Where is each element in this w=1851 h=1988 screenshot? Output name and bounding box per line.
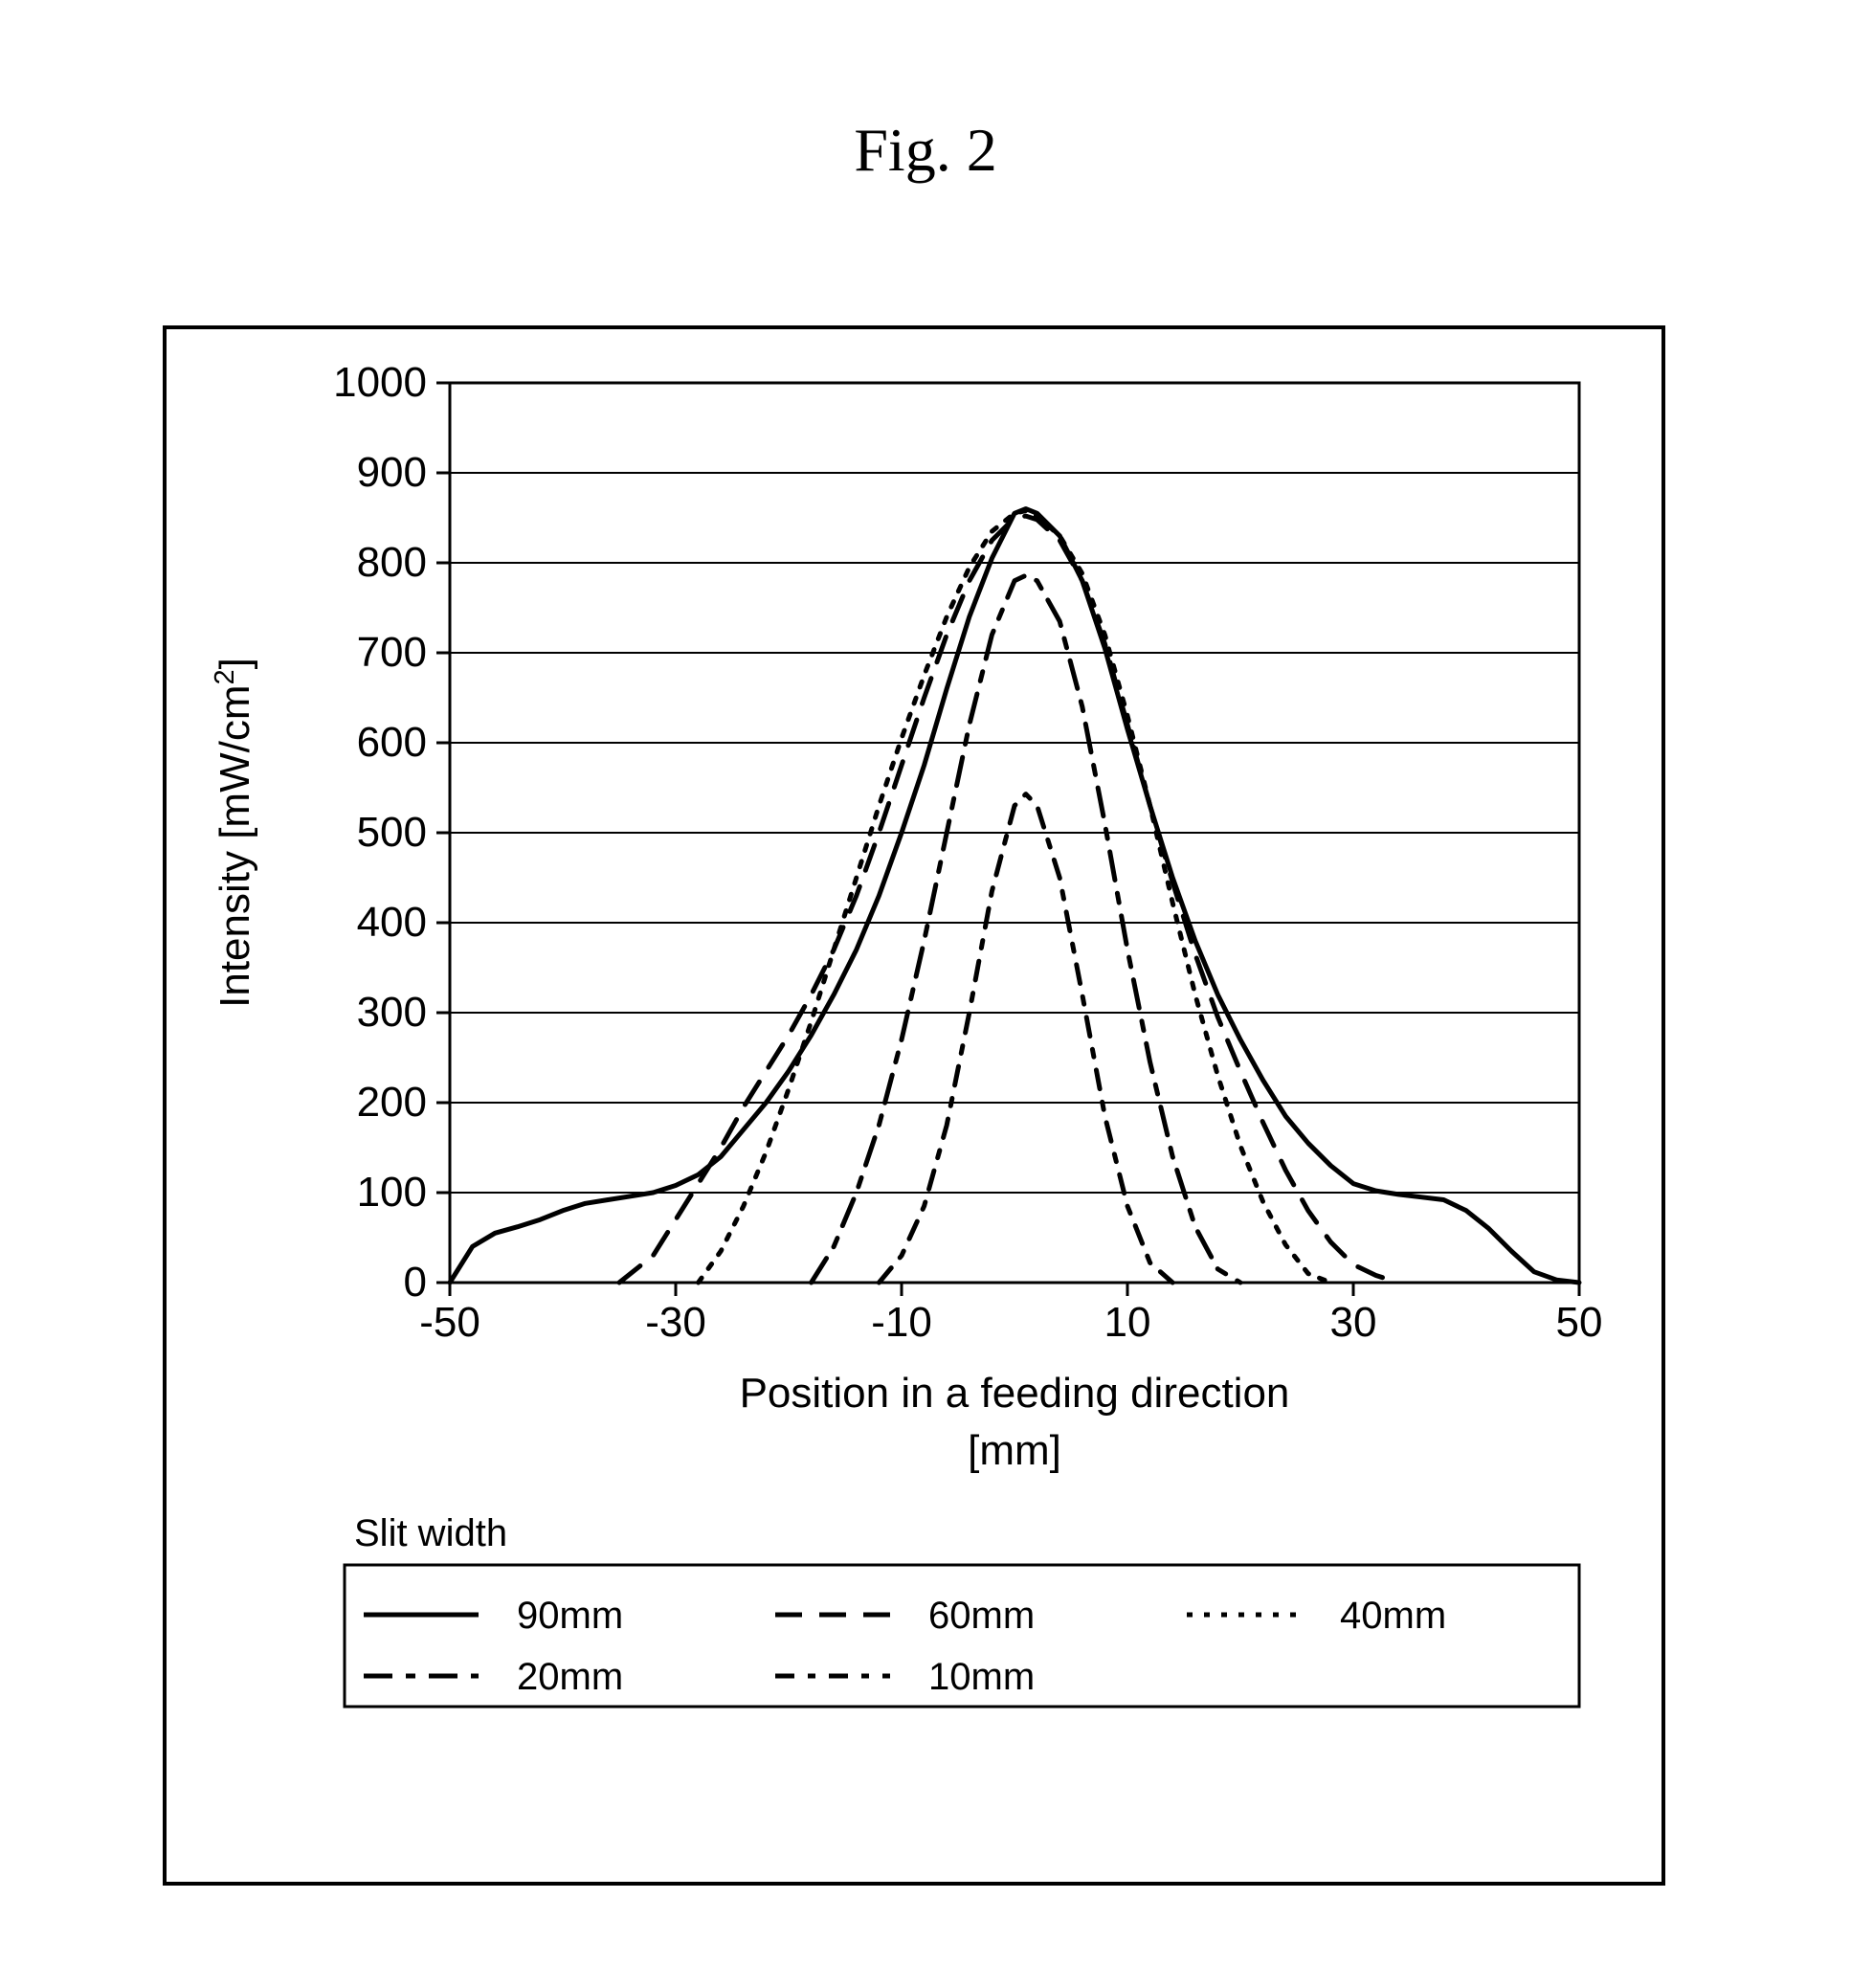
legend-label-s40: 40mm: [1340, 1595, 1446, 1637]
y-tick-label: 700: [357, 629, 427, 676]
chart-svg: 01002003004005006007008009001000 -50-30-…: [163, 325, 1665, 1886]
y-tick-label: 200: [357, 1079, 427, 1126]
series-line-s40: [699, 511, 1331, 1284]
x-axis-label: Position in a feeding direction: [740, 1370, 1290, 1417]
y-tick-label: 300: [357, 989, 427, 1036]
legend-label-s20: 20mm: [517, 1656, 623, 1698]
x-axis-label-unit: [mm]: [968, 1427, 1061, 1474]
y-axis-label: Intensity [mW/cm2]: [210, 658, 258, 1008]
y-tick-label: 800: [357, 539, 427, 586]
legend-title: Slit width: [354, 1512, 507, 1554]
series-line-s10: [879, 794, 1172, 1283]
x-tick-label: 50: [1556, 1299, 1603, 1346]
y-tick-label: 900: [357, 449, 427, 496]
legend-label-s60: 60mm: [928, 1595, 1035, 1637]
series-line-s60: [619, 516, 1398, 1283]
x-tick-label: 30: [1330, 1299, 1377, 1346]
y-tick-label: 100: [357, 1169, 427, 1216]
legend-label-s10: 10mm: [928, 1656, 1035, 1698]
x-tick-label: -10: [871, 1299, 932, 1346]
y-tick-label: 1000: [333, 359, 427, 406]
series-line-s20: [812, 575, 1240, 1283]
page-root: Fig. 2 01002003004005006007008009001000 …: [0, 0, 1851, 1988]
y-tick-label: 500: [357, 809, 427, 856]
y-tick-label: 400: [357, 899, 427, 946]
legend-label-s90: 90mm: [517, 1595, 623, 1637]
x-tick-label: -50: [419, 1299, 480, 1346]
x-tick-label: 10: [1104, 1299, 1151, 1346]
y-tick-label: 600: [357, 719, 427, 766]
series-line-s90: [450, 509, 1579, 1283]
figure-caption: Fig. 2: [0, 115, 1851, 186]
x-tick-label: -30: [645, 1299, 706, 1346]
